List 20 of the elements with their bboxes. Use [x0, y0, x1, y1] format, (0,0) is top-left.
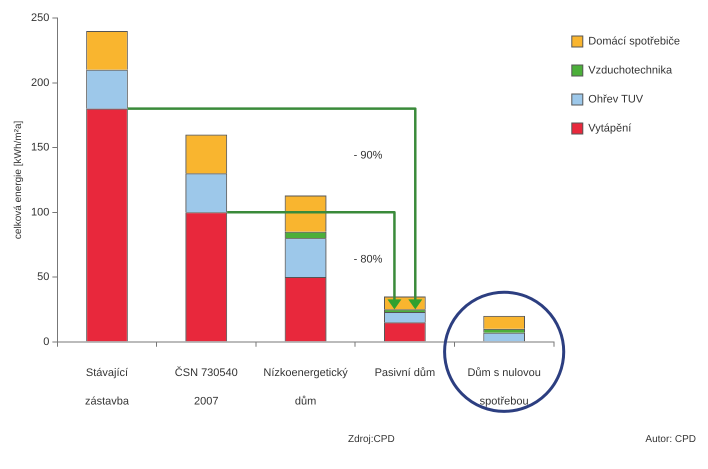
category-label: Stávající zástavba: [84, 367, 130, 408]
y-tick-label: 0: [43, 336, 50, 348]
legend-label: Vytápění: [588, 122, 632, 135]
y-tick-label: 150: [30, 142, 50, 154]
text: Autor: CPD: [645, 434, 696, 445]
category-label: Dům s nulovou spotřebou: [467, 367, 541, 408]
y-tick-label: 100: [30, 206, 50, 218]
category-label: Nízkoenergetický dům: [263, 367, 348, 408]
annotation: - 90%: [354, 150, 383, 162]
category-label: ČSN 730540 2007: [174, 367, 238, 408]
y-tick-label: 250: [30, 12, 50, 24]
legend-label: Domácí spotřebiče: [588, 36, 680, 48]
legend-label: Ohřev TUV: [588, 94, 644, 106]
y-axis-title: celková energie [kWh/m²a]: [12, 120, 24, 240]
y-tick-label: 50: [37, 271, 50, 284]
annotation: - 80%: [354, 253, 383, 266]
legend-label: Vzduchotechnika: [588, 64, 673, 77]
x-tick-label: Pasivní dům: [374, 367, 436, 380]
text: Zdroj:CPD: [348, 434, 395, 445]
y-tick-label: 200: [30, 76, 50, 89]
